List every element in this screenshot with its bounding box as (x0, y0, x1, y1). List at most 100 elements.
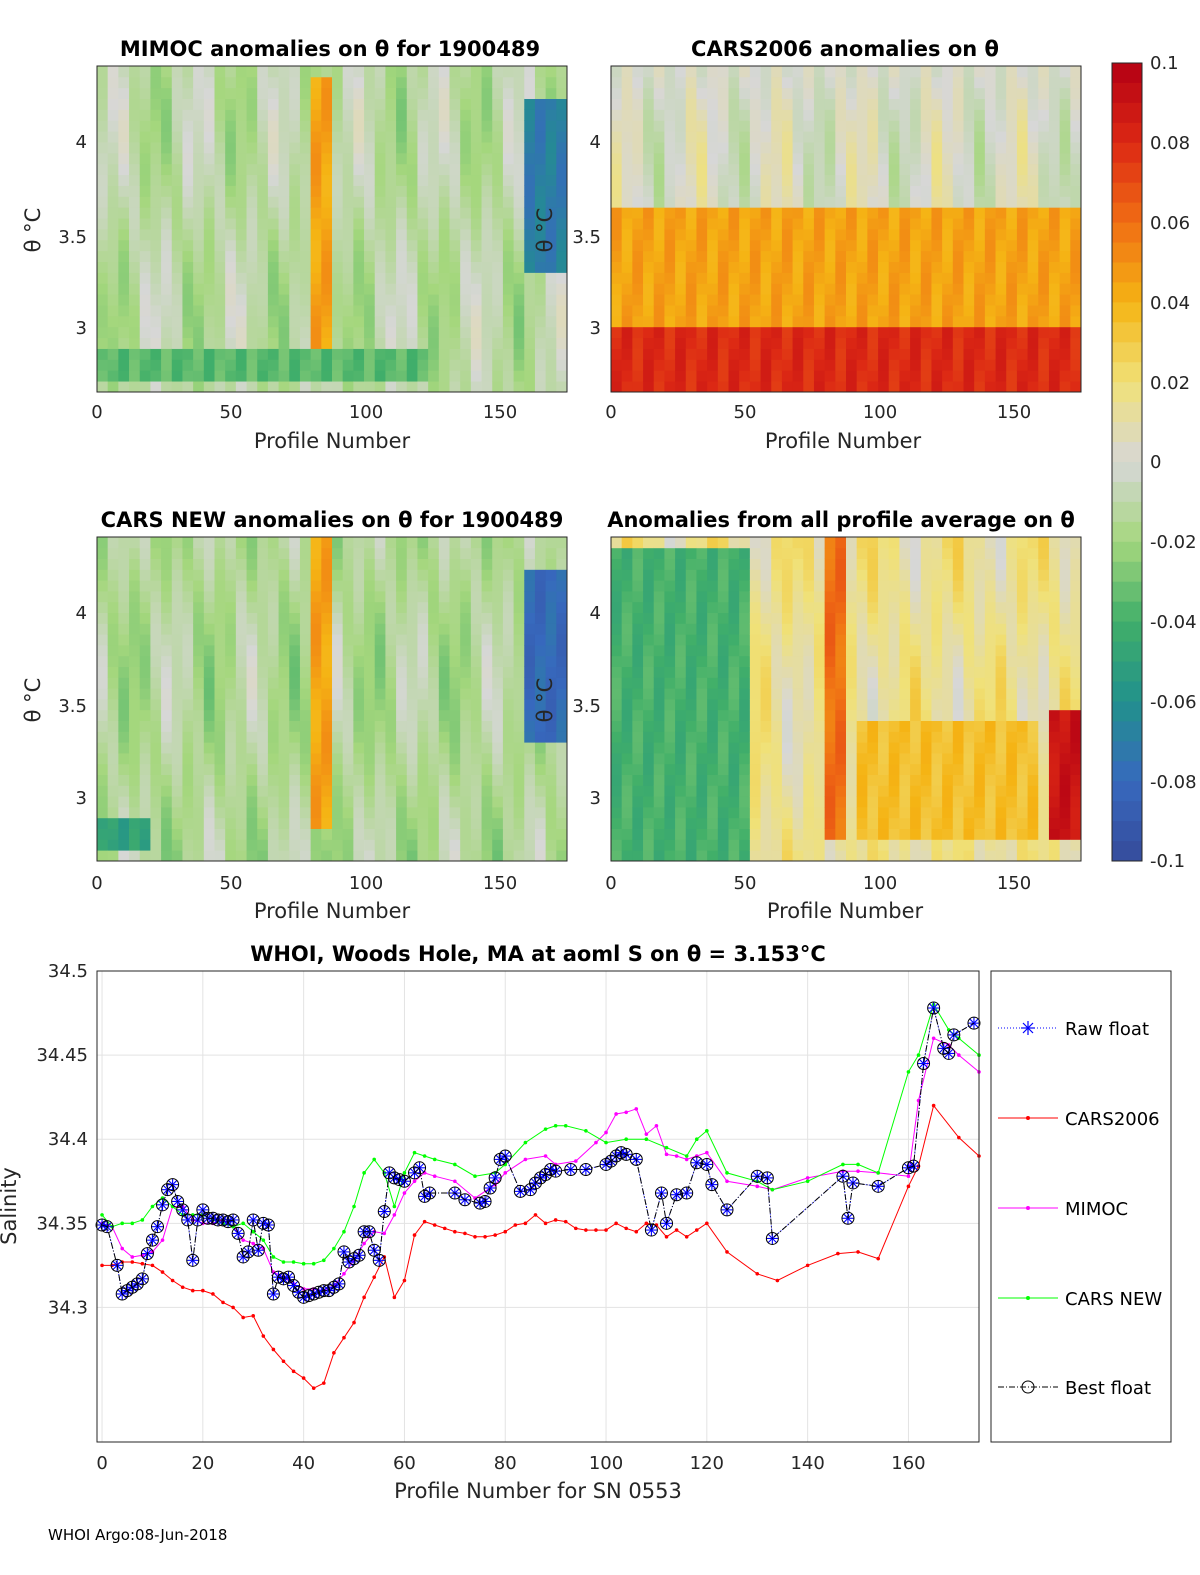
heatmap-cell (374, 131, 386, 143)
heatmap-cell (685, 163, 697, 176)
heatmap-cell (696, 547, 708, 559)
heatmap-cell (675, 753, 687, 765)
heatmap-cell (910, 207, 922, 219)
heatmap-cell (835, 66, 847, 78)
heatmap-cell (524, 569, 536, 581)
heatmap-cell (257, 207, 269, 219)
heatmap-cell (792, 677, 804, 689)
heatmap-cell (1048, 348, 1061, 360)
heatmap-cell (984, 98, 996, 110)
heatmap-cell (675, 131, 687, 143)
heatmap-cell (299, 720, 312, 732)
heatmap-cell (481, 218, 493, 230)
heatmap-cell (364, 142, 376, 154)
heatmap-cell (1006, 109, 1018, 121)
heatmap-cell (931, 580, 943, 592)
heatmap-cell (342, 688, 354, 700)
heatmap-cell (257, 294, 269, 306)
heatmap-cell (364, 580, 376, 592)
heatmap-cell (632, 381, 644, 393)
heatmap-cell (129, 817, 141, 829)
heatmap-cell (611, 839, 623, 851)
heatmap-cell (332, 229, 344, 241)
heatmap-cell (513, 218, 525, 230)
heatmap-cell (696, 131, 708, 143)
heatmap-cell (685, 699, 697, 711)
heatmap-cell (717, 785, 729, 797)
heatmap-cell (150, 547, 162, 559)
heatmap-cell (193, 66, 205, 78)
heatmap-cell (267, 283, 279, 295)
heatmap-cell (739, 796, 751, 808)
heatmap-cell (502, 742, 514, 754)
heatmap-cell (267, 294, 279, 306)
heatmap-cell (438, 185, 450, 197)
heatmap-cell (161, 591, 173, 603)
heatmap-cell (492, 359, 504, 371)
heatmap-cell (675, 305, 687, 317)
heatmap-cell (129, 120, 141, 132)
heatmap-cell (332, 763, 344, 775)
heatmap-cell (931, 76, 943, 89)
heatmap-cell (728, 709, 740, 721)
heatmap-cell (246, 109, 258, 121)
heatmap-cell (374, 558, 386, 570)
heatmap-cell (460, 731, 472, 743)
heatmap-cell (107, 109, 119, 121)
heatmap-cell (685, 109, 697, 121)
heatmap-cell (246, 131, 258, 143)
heatmap-cell (310, 239, 322, 252)
heatmap-cell (835, 720, 847, 732)
heatmap-cell (246, 76, 258, 89)
heatmap-cell (675, 655, 687, 667)
heatmap-cell (225, 666, 237, 678)
heatmap-cell (995, 283, 1007, 295)
heatmap-cell (417, 807, 429, 819)
heatmap-cell (1016, 381, 1028, 393)
heatmap-cell (621, 558, 633, 570)
heatmap-cell (417, 66, 429, 78)
heatmap-cell (278, 98, 290, 110)
heatmap-cell (385, 66, 397, 78)
heatmap-cell (161, 612, 173, 624)
heatmap-cell (193, 326, 205, 339)
heatmap-cell (257, 817, 269, 829)
heatmap-cell (545, 174, 557, 186)
heatmap-cell (428, 348, 440, 360)
heatmap-cell (846, 152, 858, 165)
heatmap-cell (685, 185, 697, 197)
heatmap-cell (781, 359, 793, 371)
heatmap-cell (417, 580, 429, 592)
heatmap-cell (139, 239, 151, 252)
heatmap-cell (513, 261, 525, 273)
heatmap-cell (246, 699, 258, 711)
heatmap-cell (225, 131, 237, 143)
heatmap-cell (1059, 87, 1071, 99)
heatmap-cell (781, 163, 793, 176)
heatmap-cell (534, 623, 547, 635)
heatmap-cell (685, 807, 697, 819)
heatmap-cell (920, 558, 932, 570)
heatmap-cell (385, 580, 397, 592)
heatmap-cell (150, 796, 162, 808)
heatmap-cell (513, 66, 525, 78)
heatmap-cell (332, 612, 344, 624)
heatmap-cell (835, 87, 847, 99)
heatmap-cell (97, 720, 109, 732)
x-axis-label: Profile Number (254, 429, 411, 453)
heatmap-cell (299, 839, 312, 851)
heatmap-cell (878, 305, 890, 317)
heatmap-cell (524, 655, 536, 667)
heatmap-cell (771, 261, 783, 273)
heatmap-cell (150, 763, 162, 775)
heatmap-cell (225, 239, 237, 252)
heatmap-cell (214, 796, 226, 808)
heatmap-cell (203, 623, 215, 635)
heatmap-cell (556, 601, 568, 613)
heatmap-cell (161, 796, 173, 808)
heatmap-cell (556, 677, 568, 689)
heatmap-cell (878, 569, 890, 581)
heatmap-cell (717, 720, 729, 732)
heatmap-cell (214, 645, 226, 657)
heatmap-cell (867, 839, 879, 851)
